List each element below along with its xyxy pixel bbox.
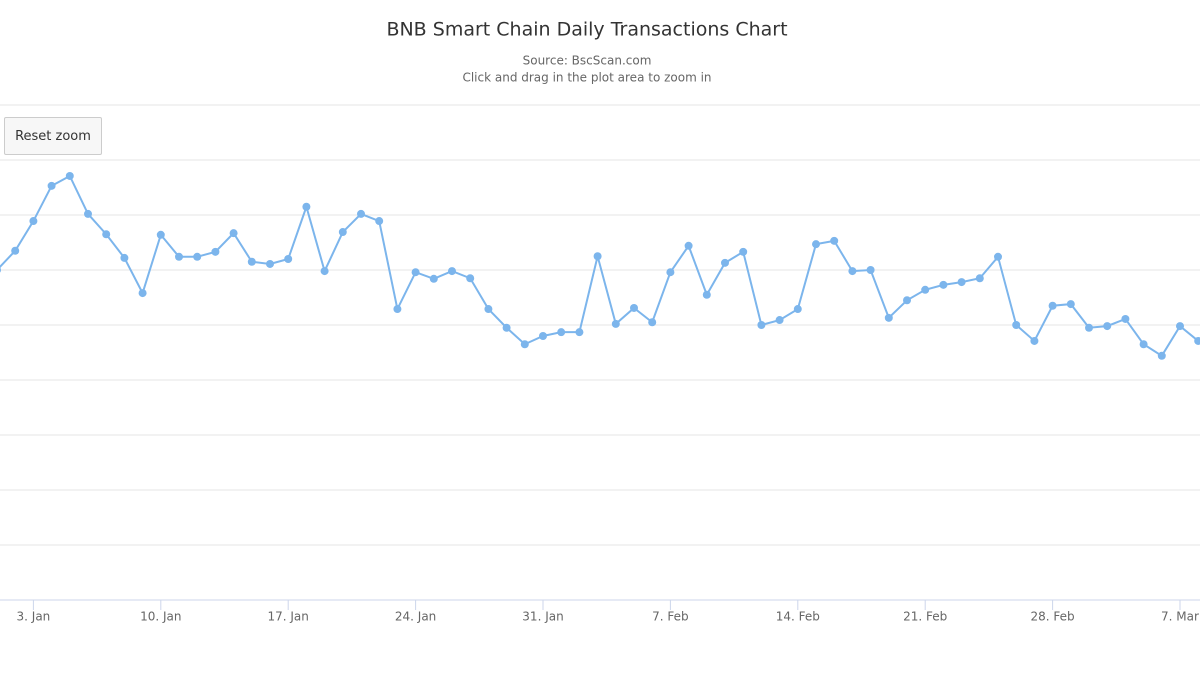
- x-tick-label: 3. Jan: [17, 610, 51, 624]
- x-tick-label: 17. Jan: [267, 610, 308, 624]
- data-point: [1012, 321, 1021, 329]
- data-point: [994, 252, 1002, 261]
- data-point: [193, 252, 202, 261]
- data-point: [411, 268, 420, 277]
- data-point: [284, 255, 293, 263]
- data-point: [211, 247, 220, 256]
- data-point: [575, 328, 584, 337]
- x-tick-label: 28. Feb: [1031, 610, 1075, 624]
- data-point: [793, 305, 802, 314]
- data-point: [47, 181, 56, 190]
- data-point: [65, 171, 74, 180]
- data-point: [630, 303, 638, 312]
- data-point: [739, 247, 748, 256]
- data-point: [393, 305, 402, 314]
- chart-subtitle: Source: BscScan.com: [523, 54, 652, 68]
- data-point: [757, 321, 766, 329]
- data-point: [812, 240, 820, 249]
- data-point: [593, 252, 602, 261]
- data-point: [302, 202, 311, 211]
- data-point: [539, 332, 547, 340]
- data-point: [320, 267, 329, 276]
- data-point: [156, 230, 165, 239]
- data-point: [1139, 340, 1148, 349]
- data-point: [557, 328, 566, 337]
- data-point: [684, 241, 693, 250]
- data-point: [102, 230, 111, 239]
- data-point: [884, 313, 893, 322]
- data-point: [175, 252, 183, 261]
- data-point: [429, 274, 438, 283]
- data-point: [1176, 322, 1184, 331]
- data-point: [338, 228, 347, 237]
- data-point: [903, 296, 911, 305]
- data-point: [648, 318, 657, 327]
- data-point: [1066, 300, 1075, 309]
- data-point: [1103, 322, 1112, 331]
- x-tick-label: 7. Mar: [1161, 610, 1199, 624]
- data-point: [866, 266, 875, 274]
- data-point: [975, 274, 984, 283]
- data-point: [1048, 301, 1057, 310]
- data-point: [721, 258, 729, 267]
- data-point: [266, 259, 274, 268]
- data-point: [1194, 336, 1200, 345]
- data-point: [247, 257, 256, 266]
- x-tick-label: 10. Jan: [140, 610, 181, 624]
- x-tick-label: 14. Feb: [776, 610, 820, 624]
- data-point: [0, 267, 1, 273]
- data-point: [830, 236, 839, 245]
- x-tick-label: 21. Feb: [903, 610, 947, 624]
- reset-zoom-button[interactable]: Reset zoom: [4, 117, 102, 155]
- data-point: [775, 316, 784, 325]
- data-point: [375, 217, 384, 226]
- data-point: [484, 305, 493, 314]
- data-point: [502, 323, 511, 332]
- chart-subtitle: Click and drag in the plot area to zoom …: [462, 71, 711, 85]
- data-point: [138, 289, 147, 298]
- data-point: [120, 253, 129, 262]
- data-point: [1121, 314, 1130, 323]
- data-point: [921, 285, 930, 294]
- data-point: [229, 229, 238, 238]
- data-point: [84, 209, 92, 218]
- data-point: [611, 319, 620, 328]
- data-point: [1157, 351, 1166, 360]
- data-point: [448, 267, 456, 276]
- data-point: [702, 290, 711, 299]
- data-point: [957, 278, 966, 287]
- data-point: [466, 274, 475, 283]
- data-point: [11, 246, 20, 255]
- data-point: [357, 209, 365, 218]
- data-point: [1085, 323, 1093, 332]
- x-tick-label: 7. Feb: [652, 610, 689, 624]
- x-tick-label: 24. Jan: [395, 610, 436, 624]
- data-point: [1030, 336, 1039, 345]
- x-tick-label: 31. Jan: [522, 610, 563, 624]
- data-point: [29, 217, 38, 226]
- series-line: [0, 174, 1199, 358]
- data-point: [939, 280, 948, 289]
- data-point: [666, 268, 675, 277]
- data-point: [520, 340, 529, 349]
- chart-title: BNB Smart Chain Daily Transactions Chart: [386, 19, 787, 41]
- data-point: [848, 267, 857, 276]
